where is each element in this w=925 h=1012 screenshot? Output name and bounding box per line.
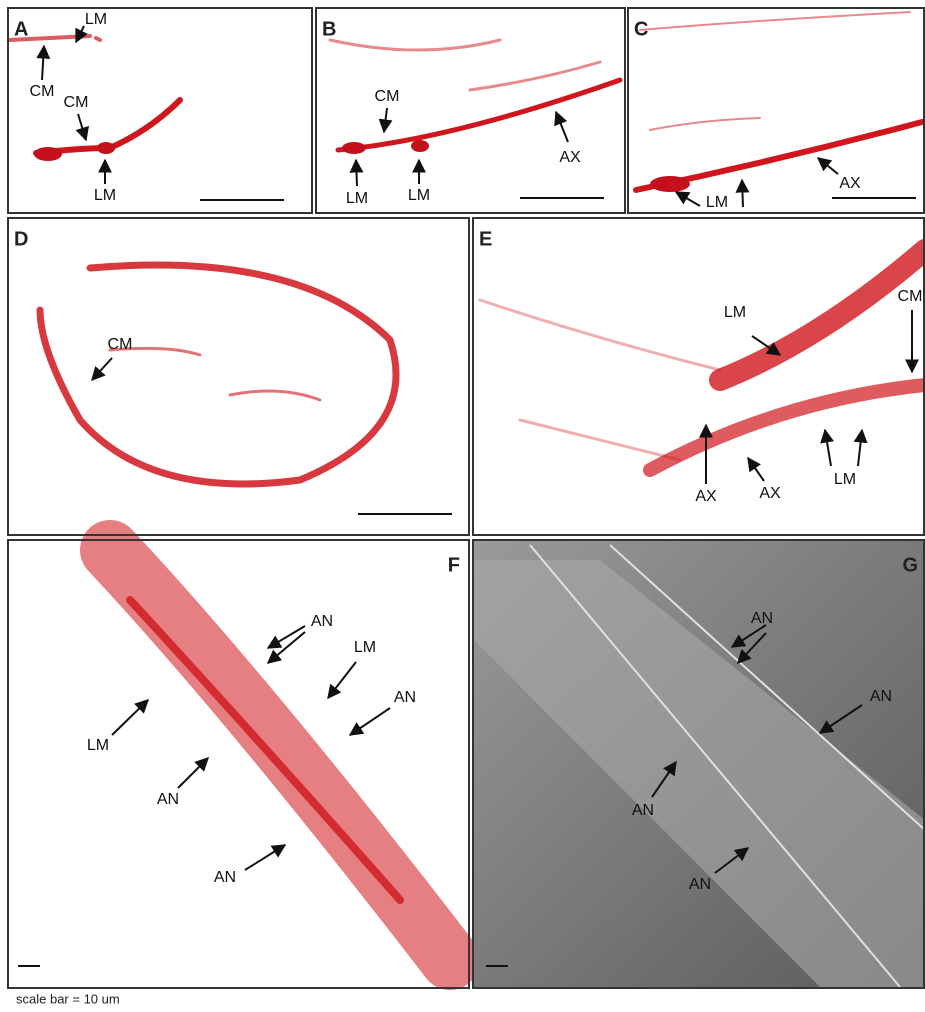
structure-label: LM: [354, 639, 376, 656]
structure-label: AN: [311, 613, 333, 630]
arrow: [858, 430, 862, 466]
structure-label: AN: [632, 802, 654, 819]
structure-label: CM: [64, 94, 89, 111]
arrow: [76, 26, 84, 42]
structure-label: CM: [375, 88, 400, 105]
structure-label: AX: [839, 175, 861, 192]
structure-label: CM: [30, 83, 55, 100]
structure-label: LM: [706, 194, 728, 211]
structure-label: CM: [108, 336, 133, 353]
panel-letter: B: [322, 18, 336, 40]
arrow: [328, 662, 356, 698]
structure-label: AN: [394, 689, 416, 706]
arrow: [42, 46, 44, 80]
structure-label: LM: [346, 190, 368, 207]
structure-label: AX: [559, 149, 581, 166]
arrow: [78, 114, 86, 140]
structure-label: LM: [85, 11, 107, 28]
structure-label: CM: [898, 288, 923, 305]
arrow: [384, 108, 387, 132]
panel-letter: D: [14, 228, 28, 250]
panel-letter: E: [479, 228, 492, 250]
panel-letter: F: [448, 554, 460, 576]
caption: scale bar = 10 um: [16, 991, 120, 1006]
arrow: [556, 112, 568, 142]
structure-label: AN: [214, 869, 236, 886]
arrow: [112, 700, 148, 735]
arrow: [178, 758, 208, 788]
arrow: [356, 160, 357, 186]
arrow: [825, 430, 831, 466]
panel-letter: C: [634, 18, 648, 40]
arrow: [245, 845, 285, 870]
panel-images: [10, 12, 925, 987]
arrow: [818, 158, 838, 174]
structure-label: AN: [870, 688, 892, 705]
structure-label: LM: [87, 737, 109, 754]
structure-label: AN: [157, 791, 179, 808]
structure-label: AN: [689, 876, 711, 893]
panel-frame: [316, 8, 625, 213]
structure-label: AX: [695, 488, 717, 505]
panel-letter: A: [14, 18, 28, 40]
arrow: [748, 458, 764, 481]
arrow: [92, 358, 112, 380]
panel-letter: G: [902, 554, 918, 576]
structure-label: AN: [751, 610, 773, 627]
structure-label: LM: [408, 187, 430, 204]
structure-label: AX: [759, 485, 781, 502]
arrow: [676, 192, 700, 206]
arrow: [350, 708, 390, 735]
figure: scale bar = 10 um A LM CM CM LM B CM AX LM LM C LM A…: [0, 0, 925, 1012]
structure-label: LM: [94, 187, 116, 204]
structure-label: LM: [724, 304, 746, 321]
arrow: [742, 180, 743, 207]
structure-label: LM: [834, 471, 856, 488]
